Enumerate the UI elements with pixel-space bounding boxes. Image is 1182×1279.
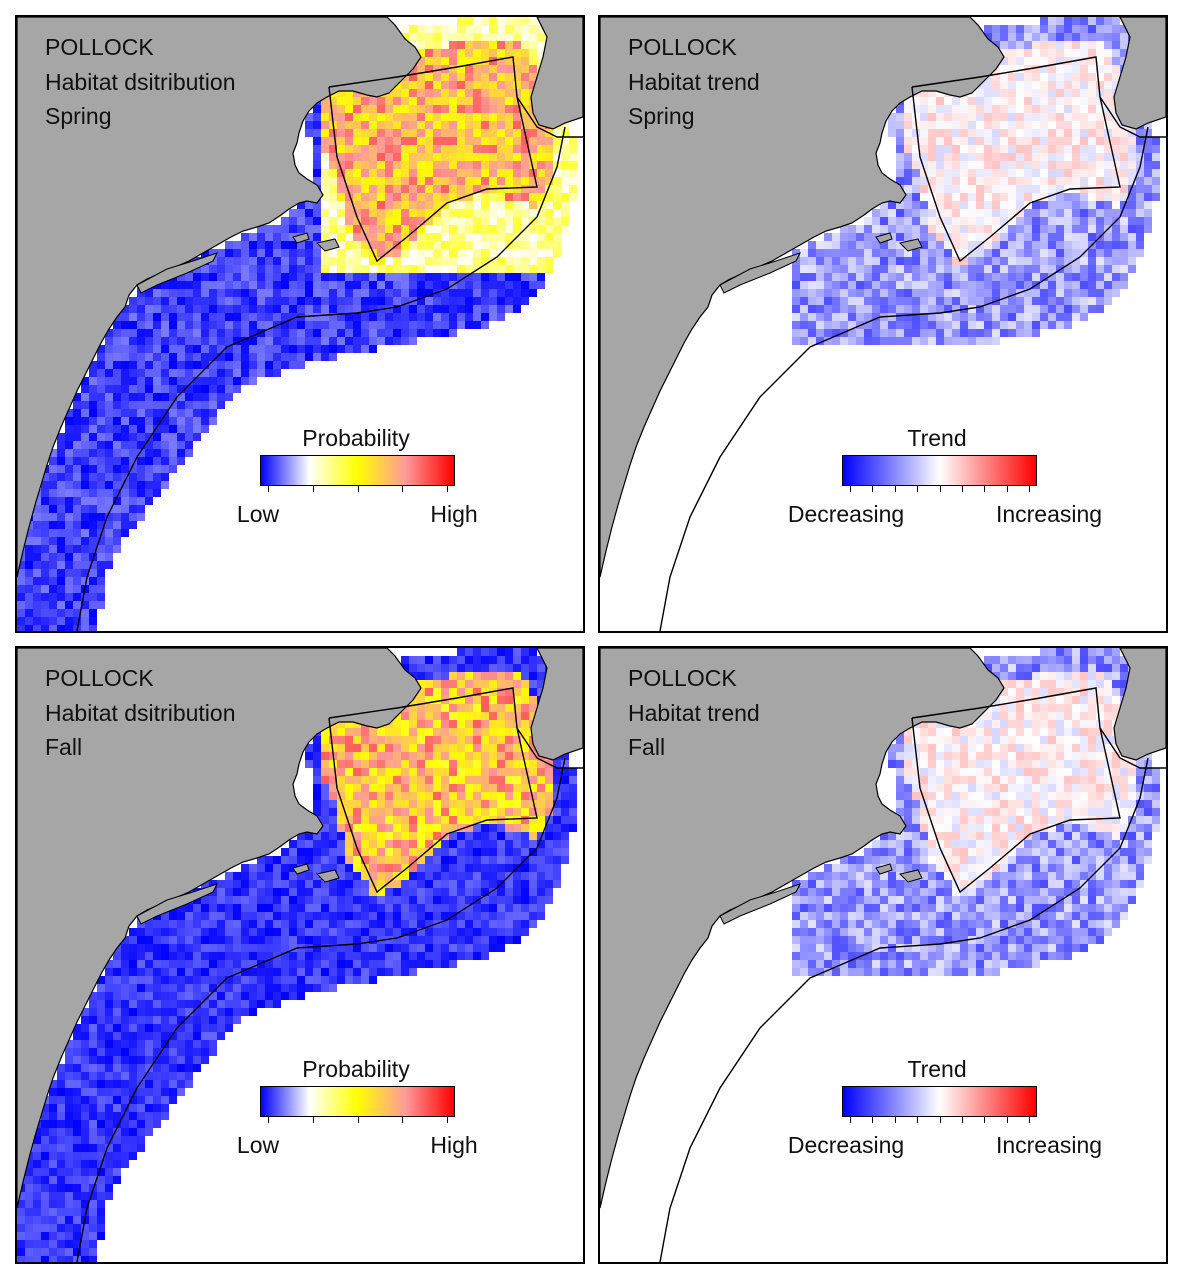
metric-label: Habitat trend: [628, 700, 760, 726]
legend-tick: [894, 1117, 896, 1123]
island: [136, 883, 218, 925]
map-habitat-distribution-fall: [17, 648, 583, 1262]
legend-tick: [402, 486, 404, 492]
legend-colorbar: [260, 1086, 455, 1117]
depth-contour: [659, 126, 1149, 631]
legend-tick: [1029, 486, 1030, 492]
depth-contour: [76, 126, 566, 631]
coastline-land: [17, 17, 422, 578]
grid-cells: [17, 17, 577, 631]
legend-tick: [357, 486, 359, 492]
coastline-land-northeast: [1113, 648, 1166, 761]
legend-tick: [402, 1117, 404, 1123]
island: [316, 869, 340, 883]
legend-colorbar: [260, 455, 455, 486]
species-label: POLLOCK: [628, 665, 737, 691]
legend-tick: [917, 1117, 919, 1123]
bank-contour: [911, 56, 1166, 263]
legend-colorbar: [842, 1086, 1037, 1117]
bank-contour: [328, 56, 583, 263]
panel-habitat-distribution-spring: POLLOCK Habitat dsitribution Spring Prob…: [15, 15, 585, 633]
depth-contour: [659, 757, 1149, 1262]
legend-tick: [447, 1117, 448, 1123]
map-habitat-distribution-spring: [17, 17, 583, 631]
metric-label: Habitat dsitribution: [45, 69, 236, 95]
legend-low-label: Low: [236, 501, 280, 527]
coastline-land-northeast: [1113, 17, 1166, 130]
legend-high-label: Increasing: [995, 1132, 1103, 1158]
legend-tick: [850, 486, 851, 492]
coastline-land: [17, 648, 422, 1209]
legend-high-label: High: [430, 501, 478, 527]
island: [136, 252, 218, 294]
species-label: POLLOCK: [45, 665, 154, 691]
panel-habitat-trend-fall: POLLOCK Habitat trend Fall Trend Decreas…: [598, 646, 1168, 1264]
legend-title: Trend: [907, 425, 967, 451]
legend-tick: [850, 1117, 851, 1123]
legend-tick: [312, 1117, 314, 1123]
map-habitat-trend-spring: [600, 17, 1166, 631]
bank-contour: [328, 687, 583, 894]
legend-title: Trend: [907, 1056, 967, 1082]
season-label: Spring: [45, 103, 112, 129]
coastline-land: [600, 648, 1005, 1209]
legend-tick: [939, 486, 941, 492]
legend-tick: [872, 1117, 874, 1123]
legend-tick: [984, 1117, 986, 1123]
island: [875, 863, 893, 875]
island: [316, 238, 340, 252]
legend-title: Probability: [302, 1056, 410, 1082]
depth-contour: [76, 757, 566, 1262]
season-label: Spring: [628, 103, 695, 129]
island: [719, 252, 801, 294]
legend-tick: [984, 486, 986, 492]
island: [899, 869, 923, 883]
metric-label: Habitat dsitribution: [45, 700, 236, 726]
map-habitat-trend-fall: [600, 648, 1166, 1262]
panel-habitat-distribution-fall: POLLOCK Habitat dsitribution Fall Probab…: [15, 646, 585, 1264]
legend-tick: [939, 1117, 941, 1123]
panel-habitat-trend-spring: POLLOCK Habitat trend Spring Trend Decre…: [598, 15, 1168, 633]
legend-tick: [268, 1117, 269, 1123]
coastline-land: [600, 17, 1005, 578]
legend-tick: [357, 1117, 359, 1123]
legend-tick: [961, 486, 963, 492]
legend-colorbar: [842, 455, 1037, 486]
legend-low-label: Decreasing: [787, 501, 905, 527]
legend-tick: [312, 486, 314, 492]
island: [719, 883, 801, 925]
legend-tick: [1006, 1117, 1008, 1123]
legend-tick: [447, 486, 448, 492]
island: [292, 863, 310, 875]
legend-tick: [894, 486, 896, 492]
legend-tick: [268, 486, 269, 492]
legend-tick: [917, 486, 919, 492]
coastline-land-northeast: [530, 17, 583, 130]
legend-low-label: Decreasing: [787, 1132, 905, 1158]
legend-high-label: High: [430, 1132, 478, 1158]
island: [899, 238, 923, 252]
metric-label: Habitat trend: [628, 69, 760, 95]
legend-tick: [872, 486, 874, 492]
island: [292, 232, 310, 244]
coastline-land-northeast: [530, 648, 583, 761]
legend-low-label: Low: [236, 1132, 280, 1158]
legend-tick: [1006, 486, 1008, 492]
island: [875, 232, 893, 244]
legend-tick: [961, 1117, 963, 1123]
season-label: Fall: [628, 734, 666, 760]
species-label: POLLOCK: [628, 34, 737, 60]
legend-title: Probability: [302, 425, 410, 451]
legend-tick: [1029, 1117, 1030, 1123]
bank-contour: [911, 687, 1166, 894]
season-label: Fall: [45, 734, 83, 760]
legend-high-label: Increasing: [995, 501, 1103, 527]
species-label: POLLOCK: [45, 34, 154, 60]
